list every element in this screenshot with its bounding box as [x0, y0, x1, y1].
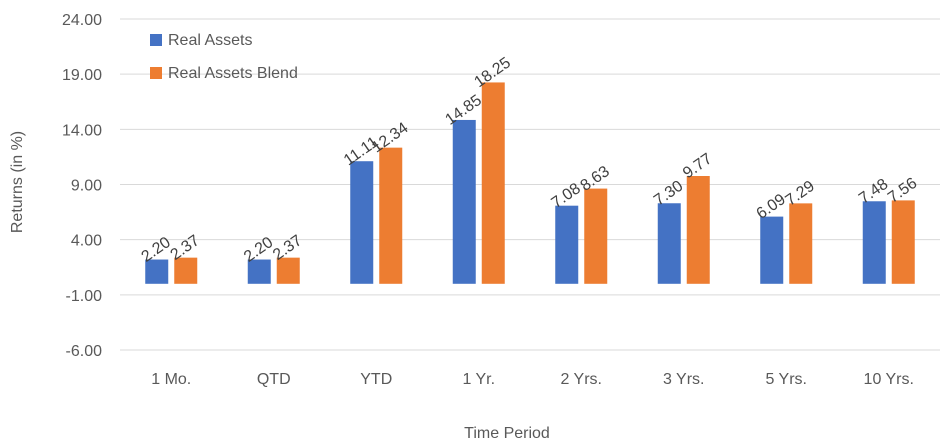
- y-tick-label: 24.00: [62, 12, 102, 29]
- bar-real-assets-blend: [686, 176, 710, 284]
- bar-real-assets-blend: [789, 203, 813, 284]
- gridlines: [120, 18, 940, 351]
- bar-real-assets: [452, 119, 476, 284]
- y-tick-label: 14.00: [62, 122, 102, 139]
- y-axis-title: Returns (in %): [9, 131, 26, 233]
- bars: [145, 82, 915, 284]
- bar-real-assets: [760, 216, 784, 284]
- x-tick-label: 5 Yrs.: [766, 371, 808, 388]
- legend-swatch: [150, 34, 162, 46]
- x-tick-label: QTD: [257, 371, 291, 388]
- bar-real-assets-blend: [481, 82, 505, 284]
- legend-swatch: [150, 67, 162, 79]
- legend-label: Real Assets Blend: [168, 65, 298, 82]
- y-tick-label: -1.00: [66, 288, 103, 305]
- x-axis-ticks: 1 Mo. QTD YTD 1 Yr. 2 Yrs. 3 Yrs. 5 Yrs. 10 Yrs…: [151, 371, 914, 388]
- bar-real-assets-blend: [584, 188, 608, 284]
- x-tick-label: 1 Yr.: [462, 371, 495, 388]
- x-tick-label: 1 Mo.: [151, 371, 191, 388]
- bar-real-assets-blend: [891, 200, 915, 284]
- bar-real-assets: [350, 161, 374, 284]
- bar-real-assets: [862, 201, 886, 284]
- y-tick-label: 9.00: [71, 178, 102, 195]
- y-tick-label: 4.00: [71, 233, 102, 250]
- bar-real-assets-blend: [379, 147, 403, 284]
- y-axis-ticks: 24.00 19.00 14.00 9.00 4.00 -1.00 -6.00: [62, 12, 102, 360]
- bar-real-assets-blend: [276, 257, 300, 284]
- legend: Real Assets Real Assets Blend: [150, 32, 298, 82]
- y-tick-label: -6.00: [66, 343, 103, 360]
- x-tick-label: 2 Yrs.: [561, 371, 603, 388]
- bar-real-assets: [145, 259, 169, 284]
- bar-real-assets: [657, 203, 681, 284]
- y-tick-label: 19.00: [62, 67, 102, 84]
- x-axis-title: Time Period: [464, 425, 550, 442]
- x-tick-label: 3 Yrs.: [663, 371, 705, 388]
- bar-real-assets: [247, 259, 271, 284]
- bar-real-assets: [555, 205, 579, 284]
- x-tick-label: 10 Yrs.: [864, 371, 914, 388]
- legend-label: Real Assets: [168, 32, 252, 49]
- x-tick-label: YTD: [360, 371, 392, 388]
- bar-real-assets-blend: [174, 257, 198, 284]
